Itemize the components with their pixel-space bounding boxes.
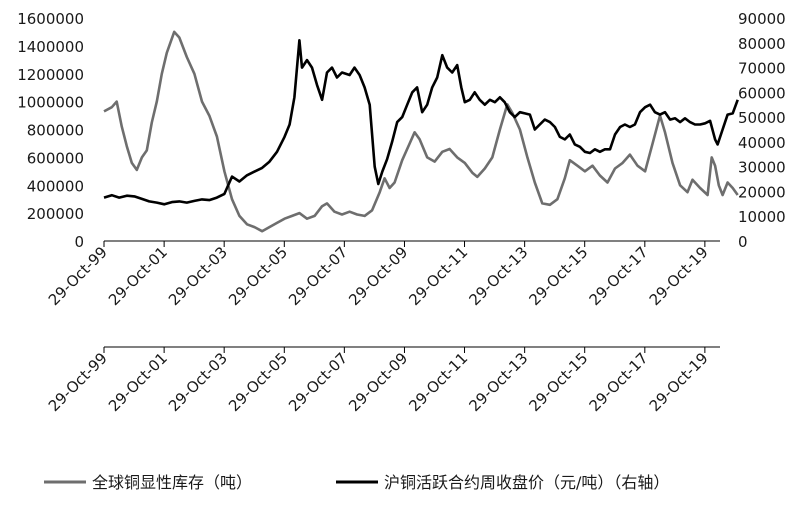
x-tick-label: 29-Oct-19 xyxy=(646,243,712,309)
x-tick-label: 29-Oct-07 xyxy=(285,349,351,415)
y-left-tick-label: 400000 xyxy=(27,177,84,195)
y-right-tick-label: 0 xyxy=(738,233,748,251)
price-series-line xyxy=(103,38,739,206)
y-left-tick-label: 800000 xyxy=(27,122,84,140)
legend: 全球铜显性库存（吨） 沪铜活跃合约周收盘价（元/吨）（右轴） xyxy=(44,473,669,492)
x-tick-label: 29-Oct-03 xyxy=(165,349,231,415)
y-axis-left-tick-labels: 1600000 1400000 1200000 1000000 800000 600000… xyxy=(17,10,84,251)
x-tick-label: 29-Oct-07 xyxy=(285,243,351,309)
y-left-tick-label: 1400000 xyxy=(17,38,84,56)
x-tick-label: 29-Oct-01 xyxy=(105,349,171,415)
y-right-tick-label: 40000 xyxy=(738,134,786,152)
x-tick-label: 29-Oct-99 xyxy=(45,243,111,309)
x-tick-label: 29-Oct-01 xyxy=(105,243,171,309)
series-lines xyxy=(103,30,739,233)
x-tick-label: 29-Oct-09 xyxy=(345,349,411,415)
y-left-tick-label: 1600000 xyxy=(17,10,84,28)
y-left-tick-label: 200000 xyxy=(27,205,84,223)
y-right-tick-label: 10000 xyxy=(738,208,786,226)
x-tick-label: 29-Oct-17 xyxy=(586,243,652,309)
x-tick-label: 29-Oct-13 xyxy=(465,243,531,309)
y-left-tick-label: 1000000 xyxy=(17,94,84,112)
x-axis: 29-Oct-9929-Oct-0129-Oct-0329-Oct-0529-O… xyxy=(45,240,720,415)
y-right-tick-label: 20000 xyxy=(738,183,786,201)
x-tick-label: 29-Oct-99 xyxy=(45,349,111,415)
y-right-tick-label: 30000 xyxy=(738,159,786,177)
y-right-tick-label: 70000 xyxy=(738,60,786,78)
y-right-tick-label: 80000 xyxy=(738,35,786,53)
x-tick-label: 29-Oct-03 xyxy=(165,243,231,309)
x-tick-label: 29-Oct-11 xyxy=(405,243,471,309)
x-tick-label: 29-Oct-19 xyxy=(646,349,712,415)
x-tick-label: 29-Oct-05 xyxy=(225,349,291,415)
x-tick-label: 29-Oct-05 xyxy=(225,243,291,309)
y-right-tick-label: 50000 xyxy=(738,109,786,127)
x-tick-label: 29-Oct-09 xyxy=(345,243,411,309)
x-tick-label: 29-Oct-15 xyxy=(526,243,592,309)
legend-label: 全球铜显性库存（吨） xyxy=(92,473,252,492)
inventory-series-line xyxy=(103,30,739,233)
y-right-tick-label: 90000 xyxy=(738,10,786,28)
x-tick-label: 29-Oct-17 xyxy=(586,349,652,415)
x-tick-label: 29-Oct-11 xyxy=(405,349,471,415)
legend-label: 沪铜活跃合约周收盘价（元/吨）（右轴） xyxy=(384,473,669,492)
y-left-tick-label: 600000 xyxy=(27,149,84,167)
y-left-tick-label: 0 xyxy=(74,233,84,251)
y-right-tick-label: 60000 xyxy=(738,84,786,102)
y-axis-right-tick-labels: 90000 80000 70000 60000 50000 40000 30000 20000… xyxy=(738,10,786,251)
x-tick-label: 29-Oct-15 xyxy=(526,349,592,415)
x-tick-label: 29-Oct-13 xyxy=(465,349,531,415)
y-left-tick-label: 1200000 xyxy=(17,66,84,84)
